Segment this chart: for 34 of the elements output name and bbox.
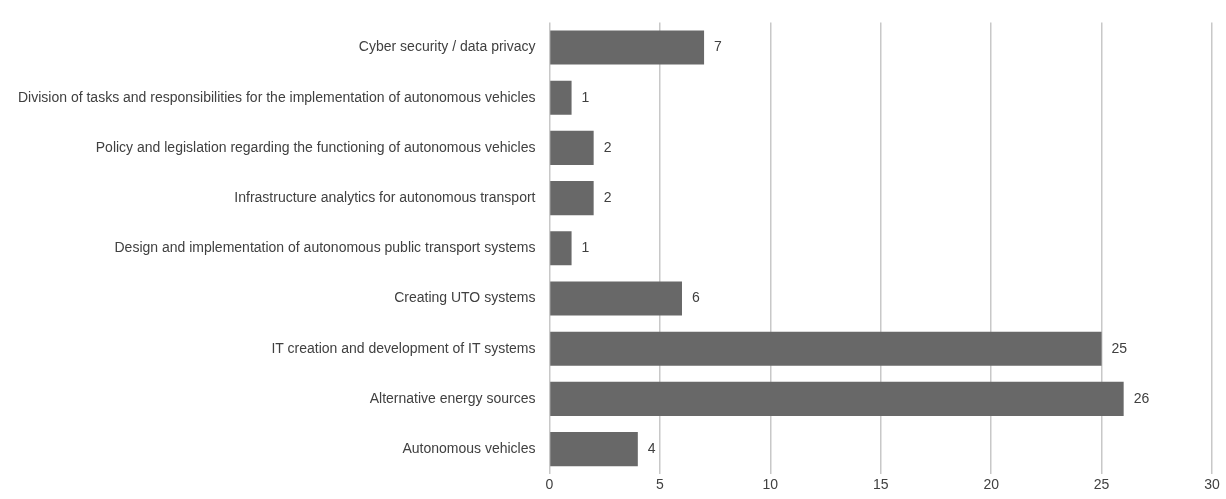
bar <box>550 130 594 165</box>
data-label: 1 <box>581 88 590 105</box>
data-label: 7 <box>714 38 723 55</box>
bar <box>550 281 682 316</box>
x-tick-label: 5 <box>656 476 665 493</box>
data-label: 26 <box>1133 389 1150 406</box>
y-tick-label: Creating UTO systems <box>394 289 536 306</box>
y-tick-label: Autonomous vehicles <box>402 439 536 456</box>
y-tick-label: Alternative energy sources <box>369 389 536 406</box>
y-tick-label: IT creation and development of IT systems <box>271 339 536 356</box>
bar <box>550 331 1102 366</box>
x-tick-label: 10 <box>762 476 779 493</box>
bar <box>550 181 594 216</box>
bar <box>550 30 705 65</box>
bar <box>550 231 572 266</box>
y-tick-label: Infrastructure analytics for autonomous transport <box>234 188 536 205</box>
x-tick-label: 25 <box>1093 476 1110 493</box>
x-tick-label: 20 <box>983 476 1000 493</box>
bar <box>550 80 572 115</box>
y-tick-label: Division of tasks and responsibilities for the implementation of autonomous vehicles <box>17 88 536 105</box>
bar <box>550 432 638 467</box>
x-tick-label: 15 <box>872 476 889 493</box>
bar <box>550 381 1124 416</box>
y-tick-label: Policy and legislation regarding the functioning of autonomous vehicles <box>95 138 536 155</box>
data-label: 2 <box>603 188 612 205</box>
x-tick-label: 30 <box>1204 476 1220 493</box>
data-label: 1 <box>581 239 590 256</box>
x-tick-label: 0 <box>545 476 554 493</box>
y-tick-label: Design and implementation of autonomous public transport systems <box>114 239 536 256</box>
data-label: 4 <box>647 439 656 456</box>
data-label: 6 <box>691 289 700 306</box>
data-label: 2 <box>603 138 612 155</box>
data-label: 25 <box>1111 339 1128 356</box>
y-tick-label: Cyber security / data privacy <box>358 38 536 55</box>
